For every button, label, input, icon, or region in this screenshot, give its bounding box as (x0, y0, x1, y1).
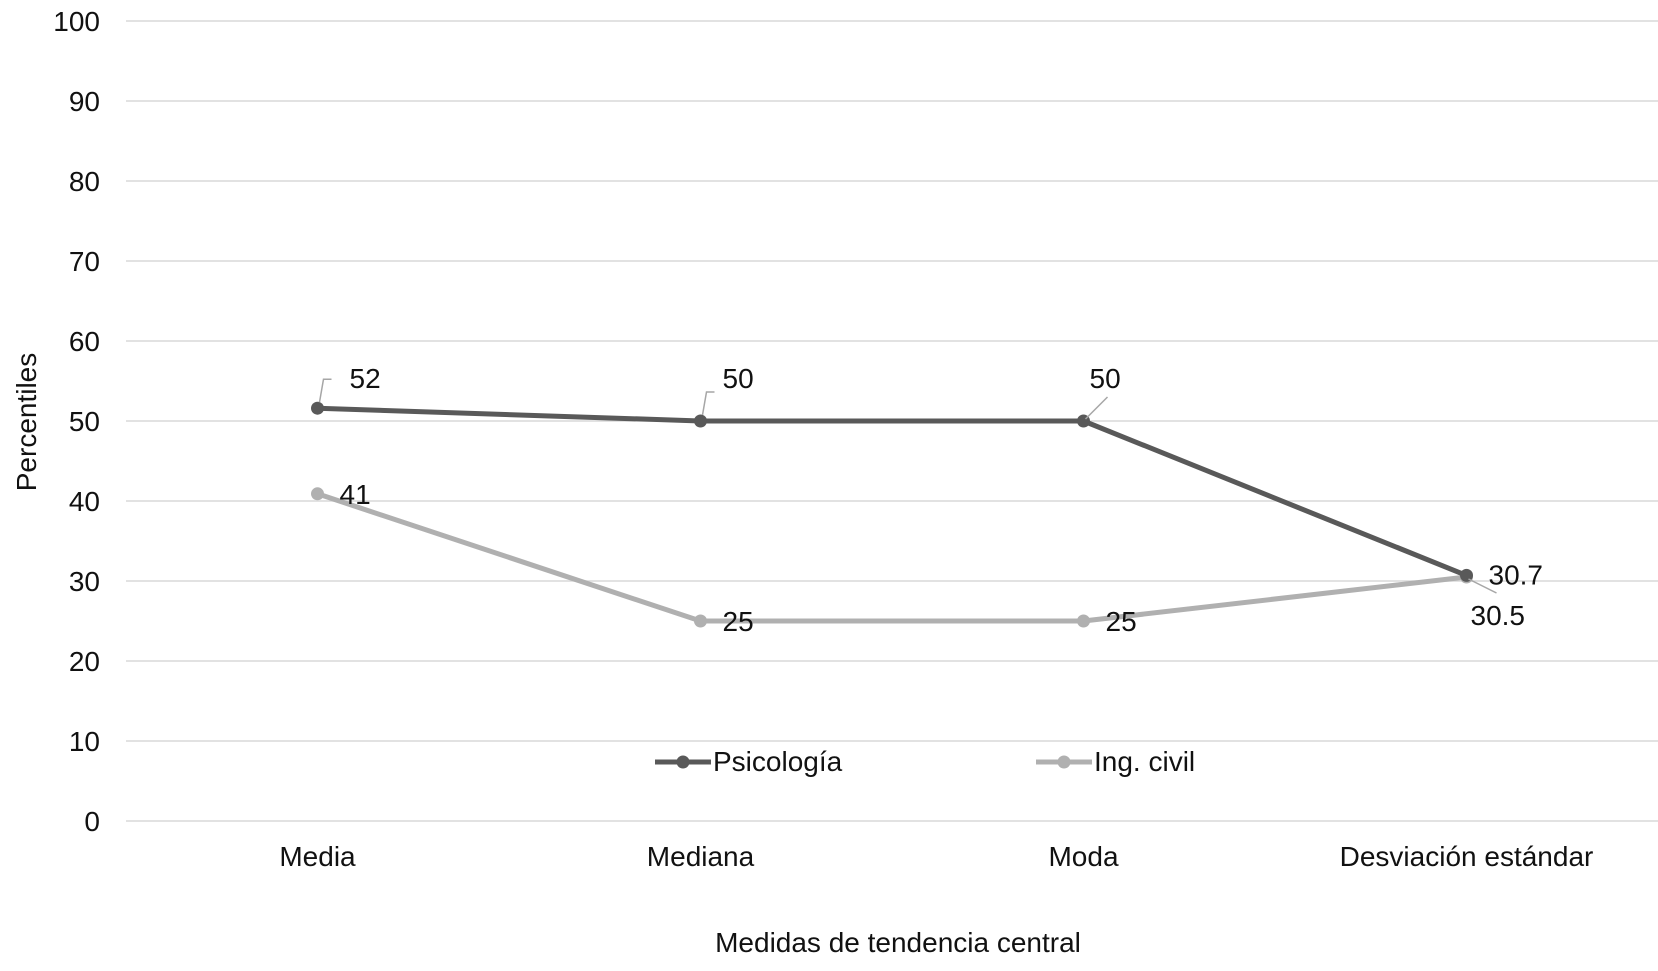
data-point (1460, 568, 1473, 582)
series-line (317, 405, 1468, 578)
data-label-leader (701, 391, 715, 416)
data-label: 25 (723, 606, 754, 637)
data-label: 50 (1090, 363, 1121, 394)
x-axis-ticks: Media Mediana Moda Desviación estándar (279, 841, 1593, 872)
y-axis-title: Percentiles (11, 353, 42, 492)
y-tick-label: 20 (69, 646, 100, 677)
data-point (694, 614, 707, 628)
y-tick-label: 10 (69, 726, 100, 757)
data-label-leader (1468, 578, 1497, 594)
y-tick-label: 50 (69, 406, 100, 437)
data-label: 30.7 (1489, 559, 1544, 590)
x-tick-label: Mediana (647, 841, 755, 872)
data-point (694, 414, 707, 428)
x-axis-title: Medidas de tendencia central (715, 927, 1081, 958)
data-label: 30.5 (1471, 600, 1526, 631)
series-layer (311, 401, 1473, 628)
legend-label: Ing. civil (1094, 746, 1195, 777)
data-point (311, 487, 324, 501)
y-tick-label: 70 (69, 246, 100, 277)
data-label-leader (1084, 396, 1109, 420)
series-line (316, 491, 1467, 624)
y-axis-ticks: 0 10 20 30 40 50 60 70 80 90 100 (53, 6, 100, 837)
y-tick-label: 40 (69, 486, 100, 517)
y-tick-label: 90 (69, 86, 100, 117)
y-tick-label: 0 (84, 806, 100, 837)
data-label: 25 (1106, 606, 1137, 637)
x-tick-label: Moda (1048, 841, 1118, 872)
data-label: 50 (723, 363, 754, 394)
data-label-layer: 52 50 50 30.7 41 25 25 30.5 (318, 363, 1544, 637)
x-tick-label: Desviación estándar (1340, 841, 1594, 872)
y-tick-label: 60 (69, 326, 100, 357)
data-point (311, 401, 324, 415)
y-tick-label: 30 (69, 566, 100, 597)
data-label-leader (318, 378, 332, 403)
legend-swatch-marker (1057, 755, 1071, 769)
data-point (1077, 614, 1090, 628)
legend: Psicología Ing. civil (655, 746, 1195, 777)
data-label: 52 (350, 363, 381, 394)
legend-swatch-marker (676, 755, 690, 769)
data-label: 41 (340, 479, 371, 510)
y-tick-label: 80 (69, 166, 100, 197)
legend-label: Psicología (713, 746, 843, 777)
x-tick-label: Media (279, 841, 356, 872)
y-tick-label: 100 (53, 6, 100, 37)
